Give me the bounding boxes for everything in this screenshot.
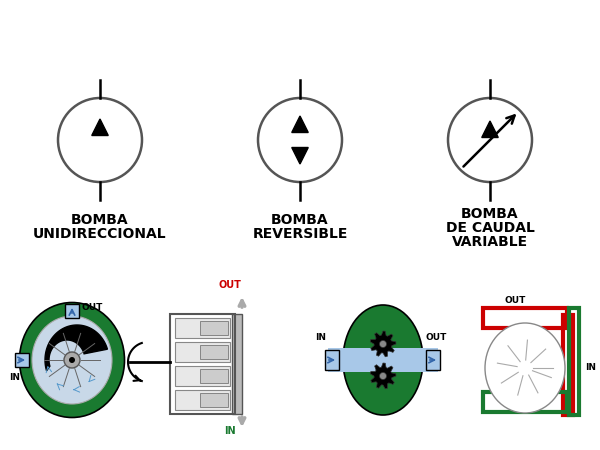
Bar — [175, 390, 230, 410]
Text: IN: IN — [10, 374, 20, 382]
Ellipse shape — [485, 323, 565, 413]
Polygon shape — [92, 119, 108, 135]
Bar — [200, 321, 228, 335]
Text: VARIABLE: VARIABLE — [452, 235, 528, 249]
Bar — [175, 342, 230, 362]
Text: OUT: OUT — [218, 280, 241, 290]
Ellipse shape — [32, 316, 112, 404]
Text: BOMBA: BOMBA — [271, 213, 329, 227]
Circle shape — [380, 373, 386, 379]
Bar — [328, 348, 438, 372]
Text: BOMBA: BOMBA — [71, 213, 129, 227]
Text: IN: IN — [316, 333, 326, 342]
Polygon shape — [370, 363, 396, 389]
Text: OUT: OUT — [425, 333, 446, 342]
Bar — [483, 392, 567, 412]
Bar — [563, 315, 573, 415]
Bar — [175, 318, 230, 338]
Bar — [569, 308, 579, 415]
Polygon shape — [292, 116, 308, 132]
Text: BOMBA: BOMBA — [461, 207, 519, 221]
Ellipse shape — [19, 302, 125, 418]
Bar — [200, 345, 228, 359]
Circle shape — [380, 341, 386, 347]
Bar — [200, 393, 228, 407]
Ellipse shape — [343, 305, 423, 415]
Bar — [483, 308, 567, 328]
Bar — [170, 314, 235, 414]
Polygon shape — [482, 121, 498, 138]
Text: REVERSIBLE: REVERSIBLE — [253, 227, 347, 241]
Text: IN: IN — [224, 426, 236, 436]
Bar — [426, 350, 440, 370]
Text: DE CAUDAL: DE CAUDAL — [446, 221, 535, 235]
Polygon shape — [45, 325, 107, 371]
Polygon shape — [292, 148, 308, 164]
Bar — [200, 369, 228, 383]
Bar — [325, 350, 339, 370]
Circle shape — [64, 352, 80, 368]
Text: OUT: OUT — [505, 296, 526, 305]
Circle shape — [69, 357, 75, 363]
Text: OUT: OUT — [82, 303, 103, 312]
Text: UNIDIRECCIONAL: UNIDIRECCIONAL — [33, 227, 167, 241]
Bar — [15, 353, 29, 367]
Text: IN: IN — [585, 364, 596, 373]
Bar — [232, 314, 242, 414]
Polygon shape — [370, 331, 396, 357]
Bar — [175, 366, 230, 386]
Bar — [65, 304, 79, 318]
